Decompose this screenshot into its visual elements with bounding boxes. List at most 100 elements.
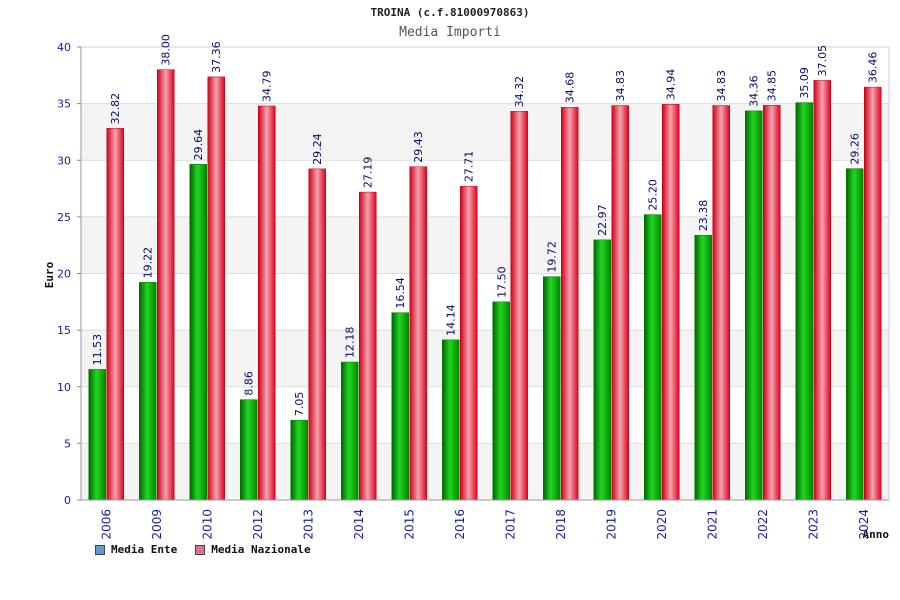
bar-nazionale	[460, 185, 478, 501]
x-tick-label: 2019	[604, 509, 618, 540]
bar-ente	[846, 168, 864, 501]
bar-nazionale	[106, 128, 124, 501]
data-label-ente: 11.53	[91, 334, 104, 366]
legend-item-nazionale: Media Nazionale	[195, 543, 311, 556]
data-label-nazionale: 29.43	[412, 131, 425, 163]
data-label-nazionale: 32.82	[109, 93, 122, 125]
data-label-ente: 29.26	[849, 133, 862, 165]
bar-ente	[442, 339, 460, 501]
bar-ente	[88, 369, 106, 501]
x-tick-label: 2017	[503, 509, 517, 540]
y-tick-label: 25	[57, 211, 71, 224]
x-tick-label: 2024	[857, 509, 871, 540]
data-label-ente: 23.38	[697, 200, 710, 232]
x-tick-label: 2020	[655, 509, 669, 540]
data-label-ente: 14.14	[445, 304, 458, 336]
legend-swatch-ente	[95, 544, 105, 555]
x-tick-label: 2014	[352, 509, 366, 540]
legend-item-ente: Media Ente	[95, 543, 177, 556]
y-tick-label: 0	[64, 494, 71, 507]
legend-label-ente: Media Ente	[111, 543, 178, 556]
data-label-ente: 22.97	[596, 204, 609, 236]
bar-ente	[644, 214, 662, 501]
data-label-nazionale: 27.19	[362, 157, 375, 189]
legend-swatch-nazionale	[195, 544, 206, 555]
data-label-nazionale: 29.24	[311, 133, 324, 165]
bar-ente	[543, 276, 561, 501]
chart-title: TROINA (c.f.81000970863)	[370, 6, 530, 19]
data-label-nazionale: 34.32	[513, 76, 526, 108]
x-tick-label: 2021	[705, 509, 719, 540]
x-tick-label: 2015	[402, 509, 416, 540]
data-label-nazionale: 34.94	[665, 69, 678, 101]
bar-ente	[290, 419, 308, 501]
data-label-nazionale: 34.68	[564, 72, 577, 104]
data-label-ente: 34.36	[748, 75, 761, 107]
bar-ente	[139, 282, 157, 501]
bar-nazionale	[561, 106, 579, 501]
x-axis-label: Anno	[863, 528, 890, 541]
data-label-nazionale: 36.46	[867, 52, 880, 84]
bar-nazionale	[763, 105, 781, 501]
x-tick-label: 2010	[200, 509, 214, 540]
data-label-nazionale: 34.83	[614, 70, 627, 102]
bar-ente	[391, 312, 409, 501]
data-label-ente: 19.72	[546, 241, 559, 273]
y-tick-label: 35	[57, 98, 71, 111]
bar-nazionale	[157, 69, 175, 501]
bar-nazionale	[662, 104, 680, 501]
y-tick-label: 30	[57, 154, 71, 167]
x-tick-label: 2023	[806, 509, 820, 540]
y-tick-label: 5	[64, 437, 71, 450]
data-label-nazionale: 34.85	[766, 70, 779, 102]
y-tick-label: 20	[57, 268, 71, 281]
data-label-nazionale: 34.83	[715, 70, 728, 102]
bar-nazionale	[864, 86, 882, 501]
legend-label-nazionale: Media Nazionale	[211, 543, 311, 556]
x-tick-label: 2006	[99, 509, 113, 540]
x-tick-label: 2013	[301, 509, 315, 540]
bar-ente	[593, 239, 611, 501]
data-label-ente: 19.22	[142, 247, 155, 279]
bar-nazionale	[510, 111, 528, 501]
data-label-nazionale: 27.71	[463, 151, 476, 183]
data-label-ente: 7.05	[293, 392, 306, 417]
legend: Media Ente Media Nazionale	[95, 543, 311, 556]
data-label-ente: 17.50	[495, 266, 508, 298]
y-tick-label: 10	[57, 381, 71, 394]
data-label-nazionale: 37.05	[816, 45, 829, 77]
bar-nazionale	[712, 105, 730, 501]
bar-ente	[694, 234, 712, 501]
x-tick-label: 2018	[554, 509, 568, 540]
data-label-ente: 12.18	[344, 327, 357, 359]
data-label-ente: 16.54	[394, 277, 407, 309]
bar-nazionale	[207, 76, 225, 501]
data-label-nazionale: 38.00	[160, 34, 173, 66]
data-label-ente: 25.20	[647, 179, 660, 211]
data-label-ente: 35.09	[798, 67, 811, 99]
bar-ente	[240, 399, 258, 501]
bar-nazionale	[359, 191, 377, 501]
data-label-ente: 29.64	[192, 129, 205, 161]
bar-ente	[492, 301, 510, 501]
bar-nazionale	[611, 105, 629, 501]
data-label-nazionale: 37.36	[210, 41, 223, 73]
y-tick-label: 40	[57, 41, 71, 54]
x-tick-label: 2022	[756, 509, 770, 540]
bar-ente	[341, 361, 359, 501]
y-tick-label: 15	[57, 324, 71, 337]
data-label-nazionale: 34.79	[261, 71, 274, 103]
bar-ente	[189, 164, 207, 501]
x-tick-label: 2012	[251, 509, 265, 540]
bar-ente	[745, 110, 763, 501]
bar-nazionale	[409, 166, 427, 501]
bar-ente	[795, 102, 813, 501]
x-tick-label: 2009	[150, 509, 164, 540]
x-tick-label: 2016	[453, 509, 467, 540]
chart-subtitle: Media Importi	[399, 25, 501, 40]
y-axis-label: Euro	[43, 261, 56, 288]
data-label-ente: 8.86	[243, 371, 256, 396]
bar-nazionale	[308, 168, 326, 501]
bar-nazionale	[813, 80, 831, 501]
